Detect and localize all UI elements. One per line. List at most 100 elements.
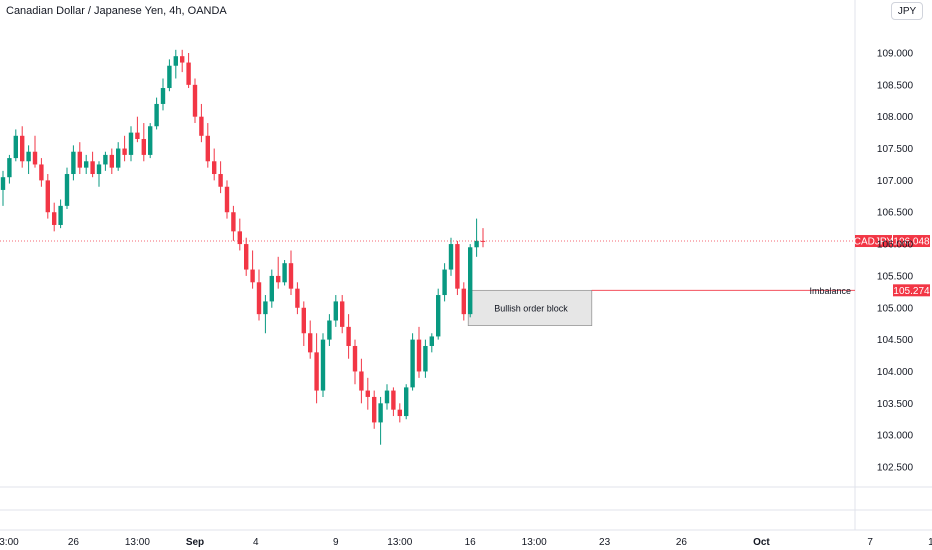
price-tick-label: 108.500 xyxy=(877,80,914,91)
candle-body xyxy=(314,352,319,391)
price-tick-label: 104.500 xyxy=(877,335,914,346)
price-tick-label: 109.000 xyxy=(877,49,914,60)
price-tick-label: 103.500 xyxy=(877,399,914,410)
candle-body xyxy=(474,240,479,248)
candle-body xyxy=(416,339,422,372)
time-tick-label: 13:00 xyxy=(0,537,19,548)
candle-body xyxy=(372,396,377,423)
candle-body xyxy=(13,135,18,159)
time-tick-label: 13:00 xyxy=(928,537,932,548)
candle-body xyxy=(20,135,25,162)
time-axis[interactable]: 13:00 26 13:00 Sep 4 9 13:00 16 13:00 23 26 Oct 7 13:… xyxy=(0,537,932,548)
candle-body xyxy=(212,161,217,175)
time-tick-label: 23 xyxy=(599,537,611,548)
candle-body xyxy=(116,148,121,168)
candle-body xyxy=(295,288,300,308)
imbalance-tag-label: 105.274 xyxy=(893,286,930,297)
candle-body xyxy=(352,345,358,372)
time-tick-label: Sep xyxy=(186,537,204,548)
candle-body xyxy=(365,390,370,397)
time-tick-label: Oct xyxy=(753,537,770,548)
candle-body xyxy=(301,307,306,334)
candle-body xyxy=(77,151,82,168)
candle-body xyxy=(269,275,274,302)
candle-body xyxy=(442,269,447,296)
candle-body xyxy=(167,65,172,89)
candle-body xyxy=(436,295,441,337)
order-block-label: Bullish order block xyxy=(494,303,568,313)
candle-body xyxy=(346,326,351,346)
imbalance-label: Imbalance xyxy=(809,286,851,296)
candle-body xyxy=(391,390,396,410)
candle-body xyxy=(148,126,153,155)
currency-button[interactable]: JPY xyxy=(891,2,923,20)
time-tick-label: 16 xyxy=(465,537,477,548)
candle-body xyxy=(218,174,223,187)
candle-body xyxy=(282,263,287,283)
candle-body xyxy=(71,151,76,175)
candle-body xyxy=(250,269,255,283)
candle-body xyxy=(122,148,127,155)
price-tick-label: 106.500 xyxy=(877,208,914,219)
chart-title: Canadian Dollar / Japanese Yen, 4h, OAND… xyxy=(6,5,227,17)
candle-body xyxy=(461,288,466,315)
price-tick-label: 104.000 xyxy=(877,367,914,378)
candle-body xyxy=(288,263,294,289)
time-tick-label: 26 xyxy=(676,537,688,548)
candle-body xyxy=(58,205,63,225)
grid xyxy=(0,0,932,531)
candle-body xyxy=(378,403,383,423)
last-price-tag-label: 106.048 xyxy=(893,237,930,248)
candle-body xyxy=(0,177,6,190)
price-axis[interactable]: 109.000 108.500 108.000 107.500 107.000 106.5… xyxy=(877,49,914,474)
bullish-order-block xyxy=(467,289,593,326)
candle-body xyxy=(199,116,204,136)
candle-body xyxy=(327,320,332,340)
candle-body xyxy=(173,56,178,66)
price-tick-label: 107.500 xyxy=(877,144,914,155)
candle-body xyxy=(96,164,102,175)
candle-body xyxy=(192,84,198,117)
candle-body xyxy=(308,333,313,353)
symbol-tag-label: CADJPY xyxy=(854,237,894,248)
candle-body xyxy=(429,336,434,346)
price-tick-label: 105.500 xyxy=(877,271,914,282)
time-tick-label: 13:00 xyxy=(125,537,150,548)
candle-body xyxy=(52,212,57,225)
candle-body xyxy=(404,387,409,417)
candle-body xyxy=(109,154,114,168)
order-block-layer: Bullish order block xyxy=(467,289,593,326)
candle-body xyxy=(84,161,89,168)
candle-body xyxy=(186,62,191,85)
candle-body xyxy=(448,244,454,270)
time-tick-label: 7 xyxy=(867,537,873,548)
price-tick-label: 108.000 xyxy=(877,112,914,123)
candle-body xyxy=(410,339,415,388)
candle-body xyxy=(45,180,50,213)
candle-body xyxy=(455,244,460,289)
time-tick-label: 26 xyxy=(68,537,80,548)
candle-body xyxy=(180,56,185,63)
candle-body xyxy=(32,151,38,165)
candle-body xyxy=(276,275,281,283)
candle-body xyxy=(244,244,249,270)
candle-body xyxy=(256,282,262,315)
candle-body xyxy=(320,339,326,391)
candle-body xyxy=(90,161,95,175)
candle-body xyxy=(154,103,159,127)
candle-body xyxy=(263,301,268,315)
candle-body xyxy=(135,132,140,139)
candle-body xyxy=(26,151,31,162)
time-tick-label: 13:00 xyxy=(387,537,412,548)
time-tick-label: 4 xyxy=(253,537,259,548)
price-tick-label: 103.000 xyxy=(877,431,914,442)
price-tick-label: 106.000 xyxy=(877,240,914,251)
candle-body xyxy=(359,371,364,391)
price-lines-layer: CADJPY 106.048 Imbalance 105.274 xyxy=(0,235,930,297)
candle-body xyxy=(231,212,236,232)
candle-body xyxy=(397,409,402,417)
candle-body xyxy=(64,174,70,206)
candle-body xyxy=(103,154,108,165)
candle-body xyxy=(384,390,390,404)
